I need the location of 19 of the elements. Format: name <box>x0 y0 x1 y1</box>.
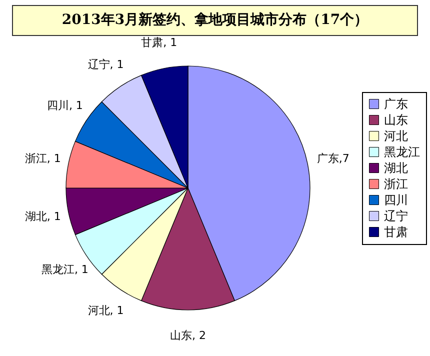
legend-label: 黑龙江 <box>384 145 420 159</box>
legend-label: 甘肃 <box>384 225 408 239</box>
data-label: 四川, 1 <box>46 98 83 112</box>
legend-label: 湖北 <box>384 161 408 175</box>
data-label: 山东, 2 <box>170 329 206 342</box>
legend-label: 辽宁 <box>384 209 408 223</box>
data-label: 黑龙江, 1 <box>41 263 88 276</box>
data-label: 河北, 1 <box>88 304 124 318</box>
chart-title: 2013年3月新签约、拿地项目城市分布（17个） <box>12 5 418 36</box>
legend-label: 山东 <box>384 113 408 127</box>
data-label: 湖北, 1 <box>24 210 61 223</box>
legend-label: 浙江 <box>384 177 408 191</box>
data-label: 浙江, 1 <box>24 152 61 166</box>
data-label: 广东,7 <box>316 152 350 166</box>
legend-label: 广东 <box>384 97 408 111</box>
data-label: 辽宁, 1 <box>88 58 124 71</box>
legend-label: 河北 <box>384 129 408 143</box>
legend-label: 四川 <box>384 193 408 207</box>
data-label: 甘肃, 1 <box>141 36 178 49</box>
